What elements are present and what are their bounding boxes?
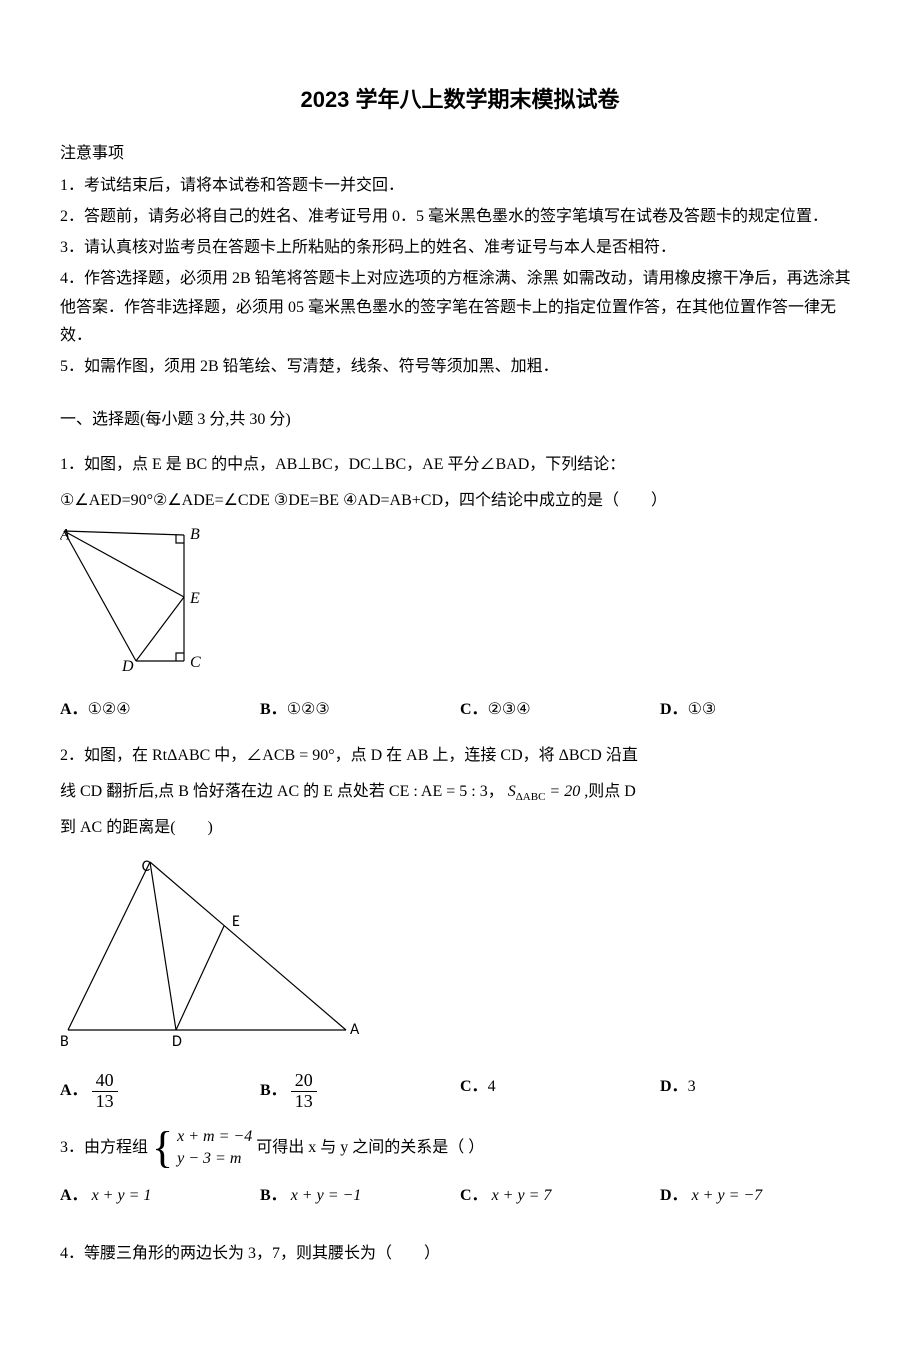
q2-option-b-frac: 20 13 (291, 1071, 317, 1112)
notice-item-5: 5．如需作图，须用 2B 铅笔绘、写清楚，线条、符号等须加黑、加粗． (60, 353, 860, 382)
svg-text:A: A (60, 527, 70, 543)
q2-area-val: = 20 (545, 783, 580, 800)
q2-option-c-text: 4 (488, 1078, 496, 1095)
q1-option-a: A．①②④ (60, 694, 260, 726)
q3-options: A． x + y = 1 B． x + y = −1 C． x + y = 7 … (60, 1180, 860, 1224)
svg-text:B: B (60, 1032, 69, 1049)
q2-stem-line3: 到 AC 的距离是( ) (60, 812, 860, 844)
q3-stem-suffix: 可得出 x 与 y 之间的关系是（ ） (256, 1139, 484, 1156)
svg-text:C: C (142, 857, 151, 876)
q1-figure: A B E C D (60, 527, 860, 684)
q1-option-b: B．①②③ (260, 694, 460, 726)
svg-text:C: C (190, 654, 201, 671)
q1-option-b-text: ①②③ (287, 701, 330, 718)
q2-option-c: C．4 (460, 1071, 660, 1112)
q2-options: A． 40 13 B． 20 13 C．4 D．3 (60, 1071, 860, 1112)
q3-option-c: C． x + y = 7 (460, 1180, 660, 1212)
q2-stem-line2-prefix: 线 CD 翻折后,点 B 恰好落在边 AC 的 E 点处若 CE : AE = … (60, 783, 504, 800)
notice-item-2: 2．答题前，请务必将自己的姓名、准考证号用 0．5 毫米黑色墨水的签字笔填写在试… (60, 203, 860, 232)
page-title: 2023 学年八上数学期末模拟试卷 (60, 80, 860, 120)
q3-option-d: D． x + y = −7 (660, 1180, 860, 1212)
q2-stem-line2-suffix: ,则点 D (584, 783, 636, 800)
q2-option-a-den: 13 (92, 1092, 118, 1112)
q1-option-d: D．①③ (660, 694, 860, 726)
q2-option-b: B． 20 13 (260, 1071, 460, 1112)
q1-option-a-text: ①②④ (88, 701, 131, 718)
svg-text:E: E (232, 912, 240, 931)
q3-stem: 3．由方程组 { x + m = −4 y − 3 = m 可得出 x 与 y … (60, 1126, 860, 1171)
question-3: 3．由方程组 { x + m = −4 y − 3 = m 可得出 x 与 y … (60, 1126, 860, 1225)
question-2: 2．如图，在 RtΔABC 中，∠ACB = 90°，点 D 在 AB 上，连接… (60, 740, 860, 1112)
svg-text:D: D (121, 658, 134, 672)
q1-stem-line2: ①∠AED=90°②∠ADE=∠CDE ③DE=BE ④AD=AB+CD，四个结… (60, 485, 860, 517)
question-1: 1．如图，点 E 是 BC 的中点，AB⊥BC，DC⊥BC，AE 平分∠BAD，… (60, 449, 860, 726)
q2-figure: C B D A E (60, 854, 860, 1061)
q3-option-d-text: x + y = −7 (692, 1187, 763, 1204)
q1-stem-line1: 1．如图，点 E 是 BC 的中点，AB⊥BC，DC⊥BC，AE 平分∠BAD，… (60, 449, 860, 481)
q2-area-symbol: S (508, 783, 516, 800)
q2-area-sub: ΔABC (516, 791, 546, 803)
q2-option-b-den: 13 (291, 1092, 317, 1112)
q3-option-c-text: x + y = 7 (492, 1187, 552, 1204)
q1-diagram-svg: A B E C D (60, 527, 210, 672)
svg-text:B: B (190, 527, 200, 543)
q2-option-b-num: 20 (291, 1071, 317, 1092)
q2-option-d: D．3 (660, 1071, 860, 1112)
q3-system-line2: y − 3 = m (177, 1148, 252, 1170)
q2-stem-line1: 2．如图，在 RtΔABC 中，∠ACB = 90°，点 D 在 AB 上，连接… (60, 740, 860, 772)
q4-stem: 4．等腰三角形的两边长为 3，7，则其腰长为（ ） (60, 1238, 860, 1270)
q2-option-d-text: 3 (688, 1078, 696, 1095)
q2-stem-line2: 线 CD 翻折后,点 B 恰好落在边 AC 的 E 点处若 CE : AE = … (60, 776, 860, 808)
q3-stem-prefix: 3．由方程组 (60, 1139, 148, 1156)
section1-heading: 一、选择题(每小题 3 分,共 30 分) (60, 406, 860, 435)
notice-heading: 注意事项 (60, 140, 860, 169)
svg-text:D: D (172, 1032, 182, 1049)
q2-option-a-frac: 40 13 (92, 1071, 118, 1112)
q3-option-a-text: x + y = 1 (92, 1187, 152, 1204)
q1-option-d-text: ①③ (688, 701, 717, 718)
q1-option-c-text: ②③④ (488, 701, 531, 718)
q1-options: A．①②④ B．①②③ C．②③④ D．①③ (60, 694, 860, 726)
q3-option-b-text: x + y = −1 (291, 1187, 362, 1204)
q2-diagram-svg: C B D A E (60, 854, 360, 1049)
question-4: 4．等腰三角形的两边长为 3，7，则其腰长为（ ） (60, 1238, 860, 1270)
notice-item-1: 1．考试结束后，请将本试卷和答题卡一并交回． (60, 172, 860, 201)
notice-item-3: 3．请认真核对监考员在答题卡上所粘贴的条形码上的姓名、准考证号与本人是否相符． (60, 234, 860, 263)
q2-option-a: A． 40 13 (60, 1071, 260, 1112)
svg-text:E: E (189, 590, 200, 607)
q3-system-line1: x + m = −4 (177, 1126, 252, 1148)
q3-system: { x + m = −4 y − 3 = m (152, 1126, 252, 1171)
brace-icon: { (152, 1128, 173, 1168)
notice-item-4: 4．作答选择题，必须用 2B 铅笔将答题卡上对应选项的方框涂满、涂黑 如需改动，… (60, 265, 860, 351)
q3-option-a: A． x + y = 1 (60, 1180, 260, 1212)
svg-text:A: A (350, 1020, 360, 1039)
q3-option-b: B． x + y = −1 (260, 1180, 460, 1212)
q1-option-c: C．②③④ (460, 694, 660, 726)
q2-option-a-num: 40 (92, 1071, 118, 1092)
